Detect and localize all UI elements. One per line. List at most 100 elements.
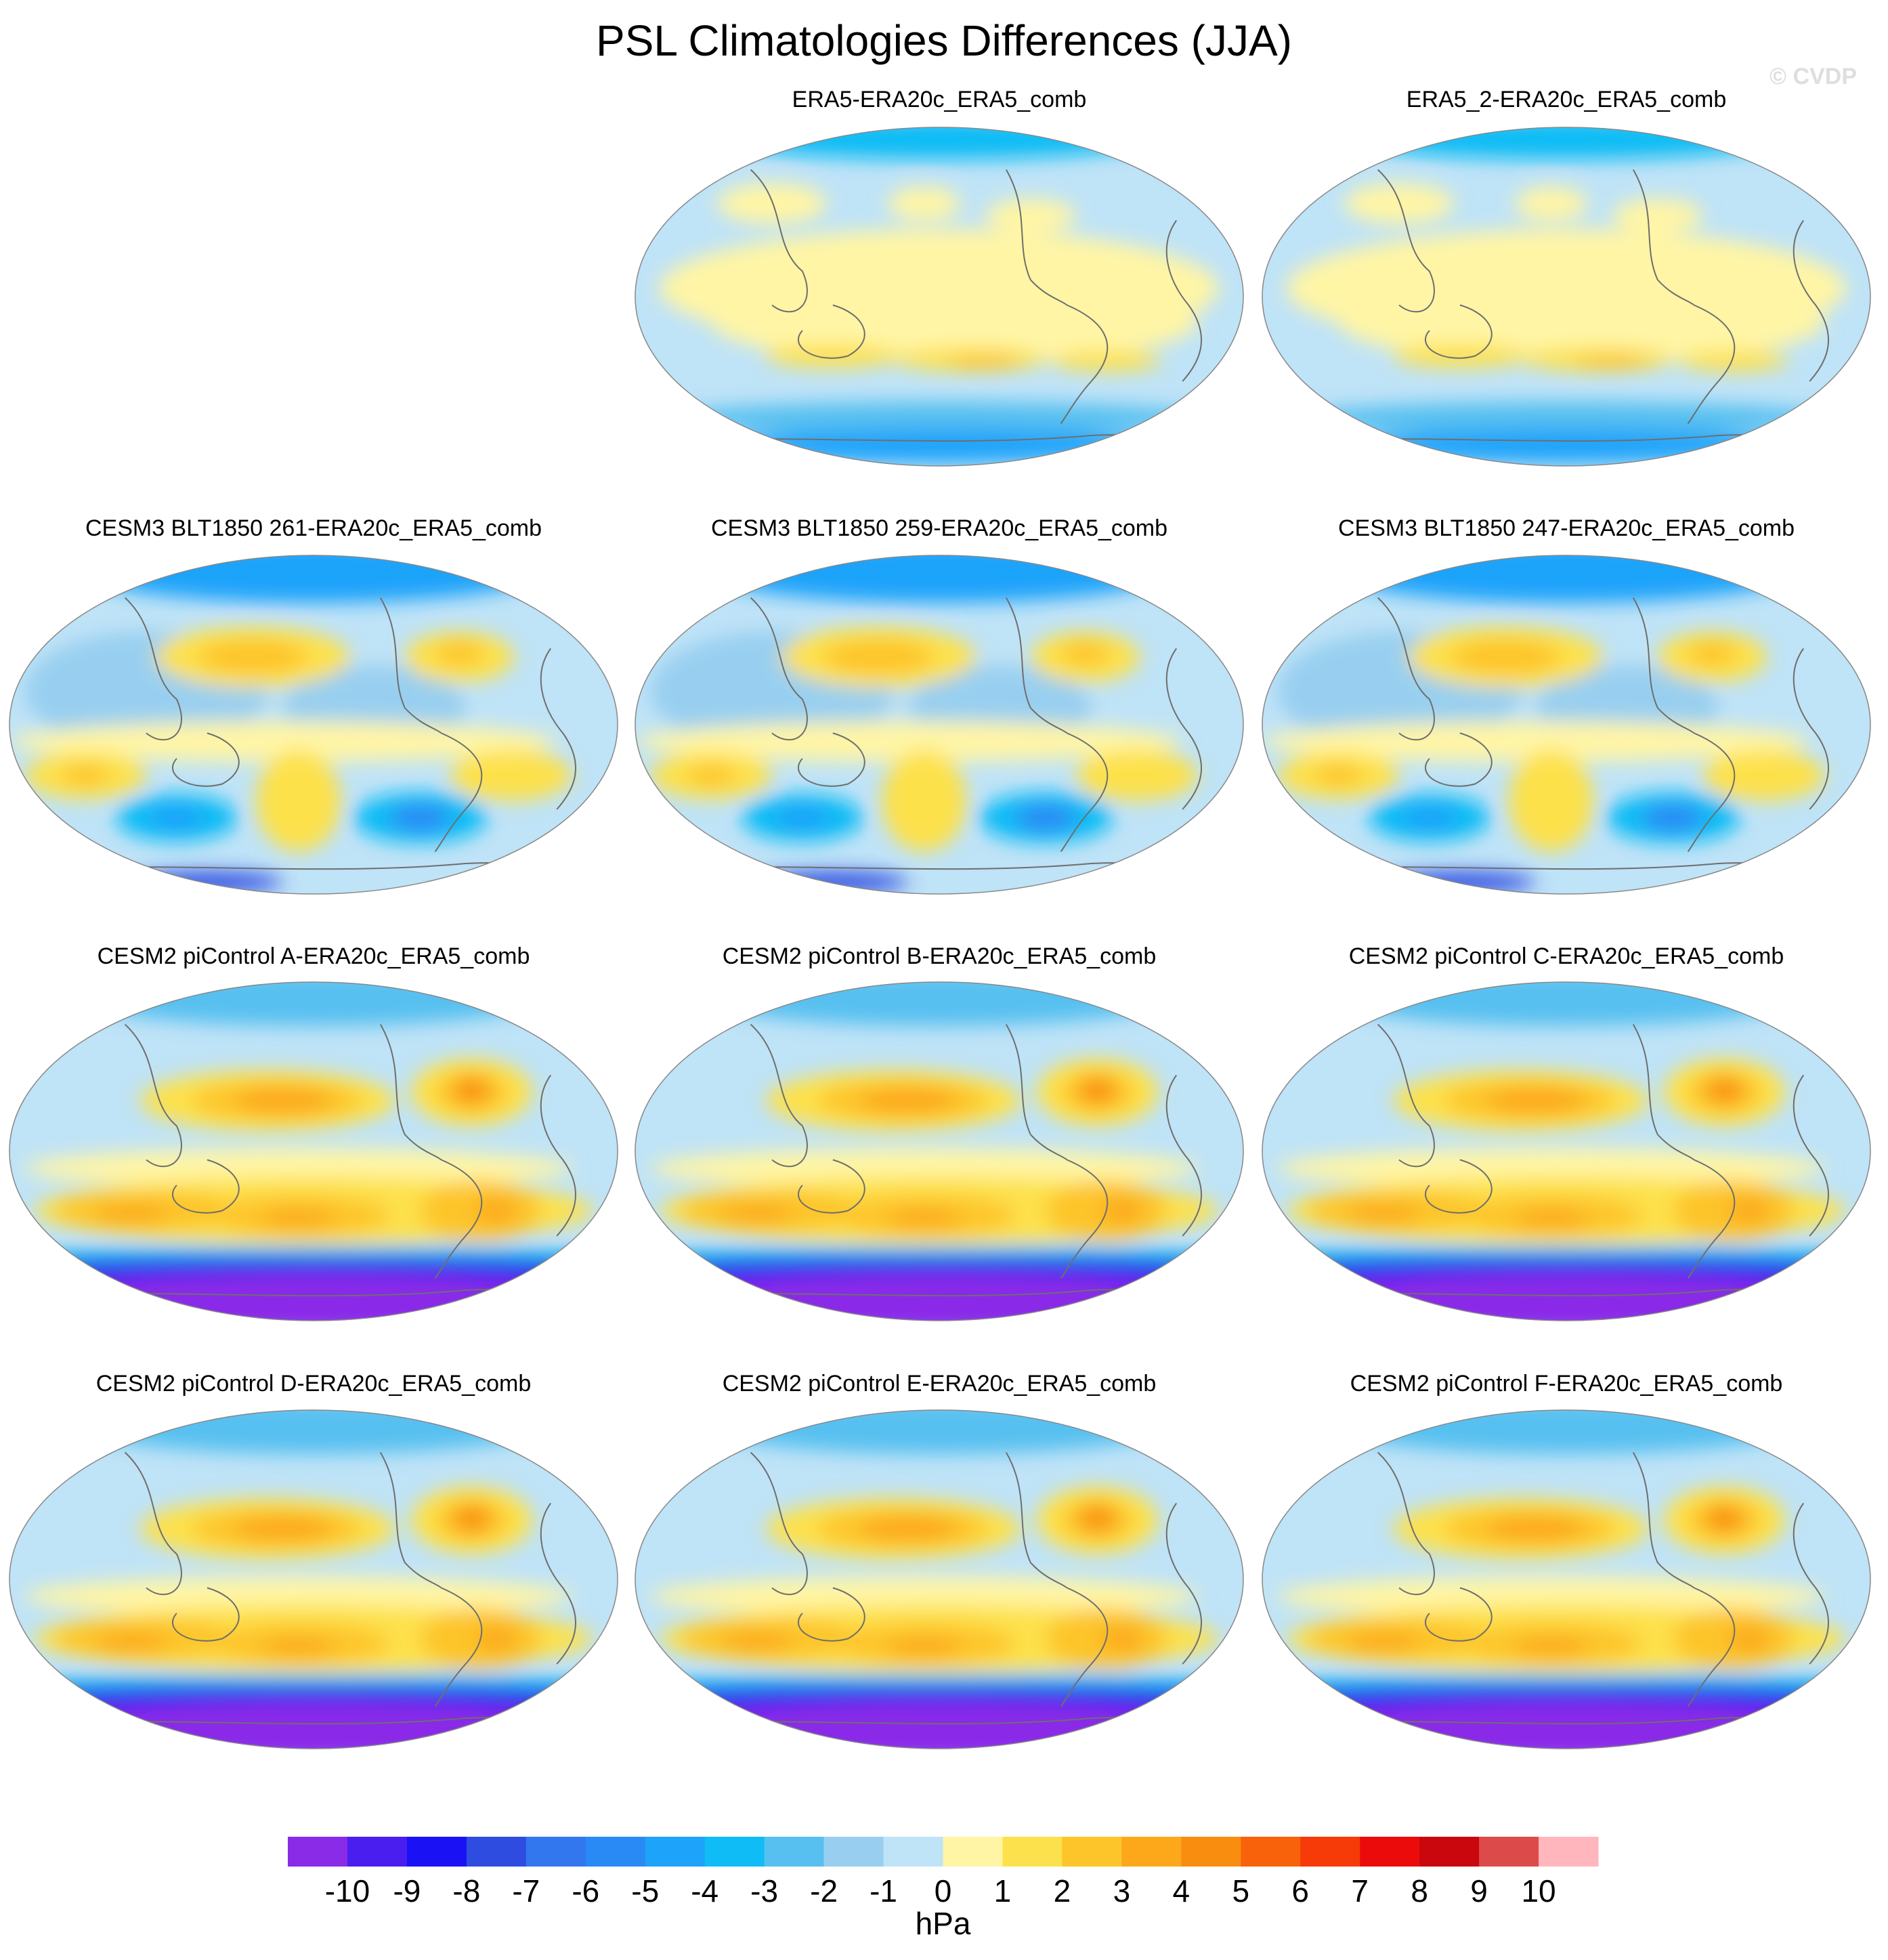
anomaly-region bbox=[1727, 1627, 1770, 1650]
colorbar-tick-label: 3 bbox=[1113, 1873, 1131, 1909]
map-border bbox=[9, 1409, 618, 1749]
map-panel bbox=[635, 127, 1244, 467]
anomaly-region bbox=[61, 765, 110, 786]
coastline bbox=[124, 1023, 182, 1168]
coastline bbox=[540, 1074, 576, 1237]
anomaly-region bbox=[198, 640, 308, 674]
anomaly-region bbox=[665, 402, 1214, 435]
anomaly-region bbox=[948, 354, 1022, 368]
colorbar-swatch bbox=[645, 1837, 706, 1867]
colorbar-swatch bbox=[466, 1837, 527, 1867]
anomaly-region bbox=[1703, 750, 1825, 801]
colorbar-swatch bbox=[525, 1837, 586, 1867]
anomaly-region bbox=[1338, 280, 1825, 364]
anomaly-region bbox=[887, 1638, 961, 1656]
colorbar-tick-label: -6 bbox=[572, 1873, 599, 1909]
map-border bbox=[1262, 555, 1871, 895]
anomaly-region bbox=[1451, 640, 1561, 674]
coastline bbox=[1632, 1024, 1695, 1161]
colorbar-swatch bbox=[823, 1837, 884, 1867]
anomaly-region bbox=[823, 640, 934, 674]
anomaly-region bbox=[85, 555, 542, 603]
coastline bbox=[379, 1452, 442, 1589]
figure-title: PSL Climatologies Differences (JJA) bbox=[596, 16, 1292, 65]
anomaly-region bbox=[985, 198, 1077, 232]
cvdp-watermark: © CVDP bbox=[1769, 64, 1857, 89]
colorbar-swatch bbox=[764, 1837, 825, 1867]
anomaly-region bbox=[1277, 1148, 1825, 1189]
anomaly-region bbox=[85, 982, 542, 1026]
anomaly-region bbox=[1688, 641, 1737, 666]
coastline bbox=[798, 732, 865, 787]
anomaly-region bbox=[255, 750, 341, 852]
colorbar-tick-label: -10 bbox=[325, 1873, 370, 1909]
coastline bbox=[1425, 304, 1493, 359]
coastline bbox=[1377, 597, 1435, 741]
anomaly-region bbox=[1612, 198, 1704, 232]
colorbar-swatch bbox=[1181, 1837, 1241, 1867]
anomaly-region bbox=[1079, 1078, 1116, 1103]
anomaly-region bbox=[1338, 555, 1795, 603]
anomaly-region bbox=[1347, 1206, 1421, 1222]
colorbar-swatch bbox=[1479, 1837, 1539, 1867]
coastline bbox=[1377, 169, 1435, 313]
colorbar-swatch bbox=[1360, 1837, 1420, 1867]
anomaly-region bbox=[881, 750, 967, 852]
anomaly-region bbox=[1642, 804, 1704, 832]
panel-title: ERA5_2-ERA20c_ERA5_comb bbox=[1406, 87, 1727, 112]
anomaly-region bbox=[24, 1576, 572, 1617]
colorbar-tick-label: -2 bbox=[810, 1873, 838, 1909]
coastline bbox=[1165, 1502, 1202, 1665]
map-border bbox=[1262, 127, 1871, 467]
coastline bbox=[1165, 219, 1202, 382]
coastline bbox=[1005, 597, 1068, 734]
map-panel bbox=[9, 555, 618, 895]
colorbar-tick-label: -4 bbox=[691, 1873, 718, 1909]
panel-title: CESM2 piControl F-ERA20c_ERA5_comb bbox=[1350, 1371, 1783, 1397]
colorbar-tick-label: -7 bbox=[512, 1873, 540, 1909]
anomaly-region bbox=[717, 183, 827, 224]
panel-title: CESM2 piControl E-ERA20c_ERA5_comb bbox=[722, 1371, 1157, 1397]
panel-title: CESM2 piControl C-ERA20c_ERA5_comb bbox=[1348, 943, 1784, 969]
panel-title: CESM2 piControl A-ERA20c_ERA5_comb bbox=[97, 943, 530, 969]
anomaly-region bbox=[1292, 402, 1841, 435]
anomaly-region bbox=[1262, 721, 1810, 762]
panel-title: CESM3 BLT1850 247-ERA20c_ERA5_comb bbox=[1337, 515, 1795, 541]
colorbar-tick-label: -8 bbox=[452, 1873, 480, 1909]
coastline bbox=[1687, 304, 1736, 425]
coastline bbox=[1632, 597, 1695, 734]
colorbar-swatch bbox=[704, 1837, 765, 1867]
anomaly-region bbox=[1727, 1199, 1770, 1222]
panel-title: CESM2 piControl B-ERA20c_ERA5_comb bbox=[722, 943, 1157, 969]
colorbar-swatch bbox=[1121, 1837, 1182, 1867]
colorbar-swatch bbox=[585, 1837, 646, 1867]
map-panel bbox=[1262, 555, 1871, 895]
map-panel bbox=[635, 981, 1244, 1321]
anomaly-region bbox=[1487, 1088, 1585, 1113]
anomaly-region bbox=[635, 1273, 1243, 1321]
anomaly-region bbox=[887, 1210, 961, 1228]
anomaly-region bbox=[1706, 1506, 1743, 1531]
anomaly-region bbox=[1514, 186, 1588, 221]
anomaly-region bbox=[1015, 804, 1077, 832]
coastline bbox=[172, 1159, 240, 1214]
coastline bbox=[124, 1451, 182, 1596]
anomaly-region bbox=[726, 429, 1153, 463]
anomaly-region bbox=[1383, 872, 1537, 893]
coastline bbox=[1060, 304, 1109, 425]
coastline bbox=[750, 1451, 808, 1596]
coastline bbox=[1165, 647, 1202, 810]
anomaly-region bbox=[261, 1638, 335, 1656]
anomaly-region bbox=[1402, 806, 1457, 830]
anomaly-region bbox=[1344, 183, 1454, 224]
anomaly-region bbox=[860, 1516, 958, 1541]
anomaly-region bbox=[1353, 127, 1780, 160]
coastline bbox=[379, 1024, 442, 1161]
coastline bbox=[1005, 1024, 1068, 1161]
anomaly-region bbox=[711, 280, 1198, 364]
anomaly-region bbox=[687, 765, 736, 786]
coastline bbox=[434, 1159, 483, 1279]
anomaly-region bbox=[149, 806, 205, 830]
map-panel bbox=[635, 1409, 1244, 1749]
map-border bbox=[635, 981, 1244, 1321]
